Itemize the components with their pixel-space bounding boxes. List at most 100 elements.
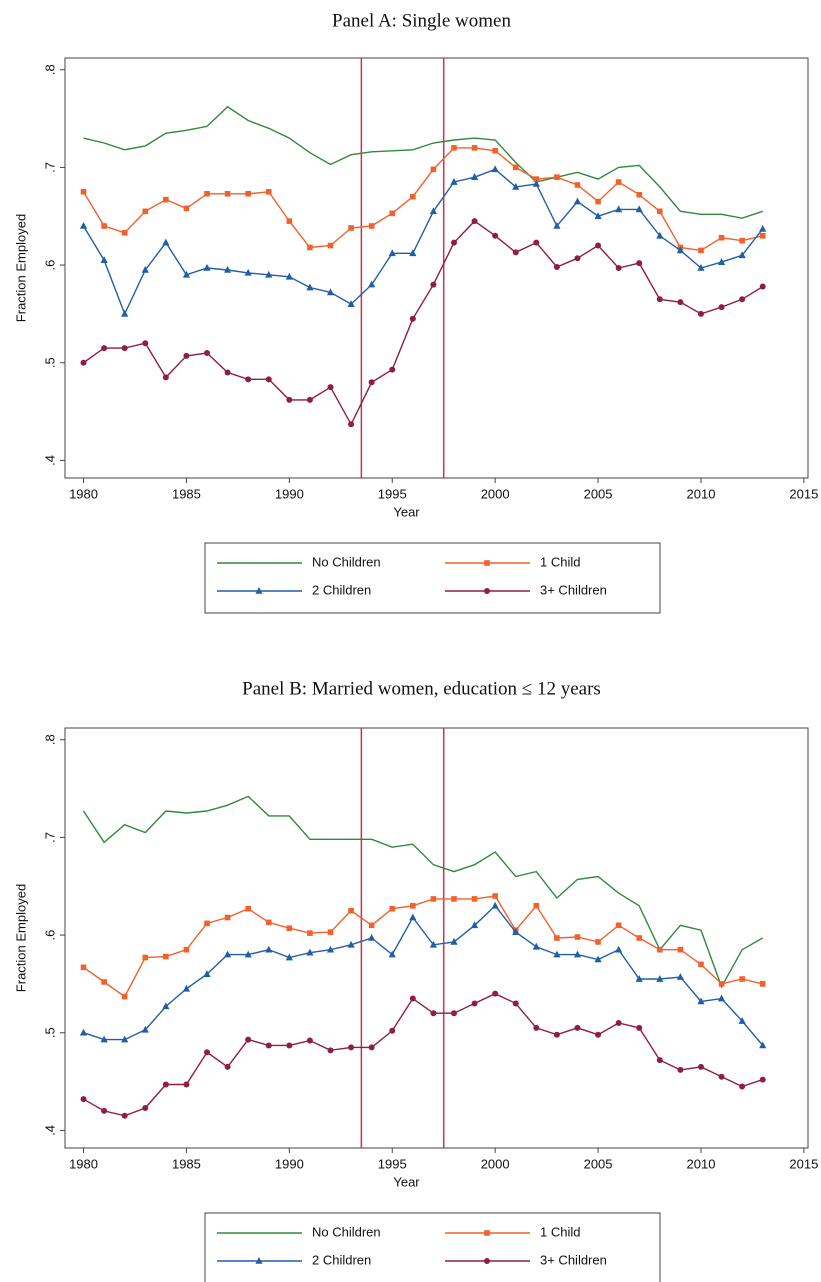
x-tick-label: 2010 <box>687 1156 716 1171</box>
marker <box>410 902 416 909</box>
x-axis-label: Year <box>393 1174 420 1189</box>
marker <box>739 296 746 303</box>
marker <box>347 940 355 948</box>
marker <box>265 189 272 195</box>
marker <box>595 939 601 945</box>
marker <box>636 260 643 267</box>
marker <box>348 1044 355 1051</box>
marker <box>326 288 335 296</box>
legend-label: 1 Child <box>540 554 580 569</box>
marker <box>533 176 540 182</box>
y-axis-label: Fraction Employed <box>13 884 28 992</box>
marker <box>574 182 581 188</box>
marker <box>615 265 622 271</box>
marker <box>101 345 108 352</box>
x-tick-label: 1985 <box>172 1156 201 1171</box>
marker <box>451 896 457 902</box>
marker <box>80 189 87 195</box>
legend-label: 3+ Children <box>540 582 607 597</box>
marker <box>203 264 211 271</box>
marker <box>532 180 540 187</box>
marker <box>698 961 704 968</box>
y-tick-label: .4 <box>42 1125 57 1136</box>
marker <box>100 256 108 263</box>
marker <box>79 1028 88 1036</box>
marker <box>554 935 560 941</box>
marker <box>162 1081 169 1088</box>
y-tick-label: .6 <box>42 260 57 271</box>
marker <box>759 981 766 987</box>
marker <box>615 922 622 929</box>
marker <box>533 1024 540 1031</box>
marker <box>553 950 561 958</box>
marker <box>142 208 149 215</box>
marker <box>491 901 499 909</box>
marker <box>224 914 231 921</box>
marker <box>100 1035 108 1043</box>
marker <box>326 945 335 953</box>
marker <box>121 1035 129 1043</box>
marker <box>759 232 766 239</box>
y-tick-label: .5 <box>42 1027 57 1038</box>
marker <box>162 374 169 381</box>
marker <box>245 905 251 912</box>
marker <box>265 270 273 278</box>
marker <box>327 384 334 391</box>
marker <box>574 934 581 940</box>
marker <box>677 946 684 953</box>
marker <box>739 976 745 982</box>
marker <box>657 946 663 953</box>
legend-label: No Children <box>312 554 381 569</box>
marker <box>450 937 458 945</box>
marker <box>307 930 313 936</box>
marker <box>265 1042 272 1049</box>
marker <box>142 340 149 347</box>
x-tick-label: 1980 <box>69 486 98 501</box>
marker <box>484 588 490 594</box>
marker <box>388 950 396 958</box>
marker <box>697 997 705 1005</box>
legend-box <box>204 1212 661 1282</box>
marker <box>553 264 560 271</box>
marker <box>532 942 540 950</box>
marker <box>327 1047 334 1054</box>
marker <box>368 934 376 941</box>
series-line <box>82 168 764 316</box>
marker <box>286 218 293 224</box>
marker <box>615 1019 622 1026</box>
marker <box>512 164 519 171</box>
marker <box>491 165 499 173</box>
marker <box>553 1031 560 1038</box>
marker <box>142 954 149 961</box>
marker <box>389 1027 396 1034</box>
y-tick-label: .7 <box>42 832 57 843</box>
marker <box>204 190 210 197</box>
marker <box>265 376 272 383</box>
marker <box>183 352 190 359</box>
legend-label: 2 Children <box>312 582 371 597</box>
marker <box>162 238 170 246</box>
marker <box>204 1049 211 1056</box>
y-axis-label: Fraction Employed <box>13 214 28 322</box>
marker <box>285 953 293 961</box>
x-tick-label: 2000 <box>481 486 510 501</box>
marker <box>492 232 499 239</box>
marker <box>182 984 191 992</box>
marker <box>348 907 354 914</box>
marker <box>717 258 726 265</box>
marker <box>204 349 211 356</box>
marker <box>636 191 643 198</box>
marker <box>409 913 417 921</box>
marker <box>389 905 396 912</box>
marker <box>656 975 664 982</box>
marker <box>450 239 457 246</box>
marker <box>101 1107 108 1114</box>
y-tick-label: .5 <box>42 357 57 368</box>
y-tick-label: .8 <box>42 734 57 745</box>
marker <box>244 268 252 276</box>
marker <box>595 1031 602 1038</box>
marker <box>306 283 314 291</box>
series-line <box>83 992 763 1117</box>
x-tick-label: 1990 <box>275 1156 304 1171</box>
marker <box>718 1073 725 1080</box>
